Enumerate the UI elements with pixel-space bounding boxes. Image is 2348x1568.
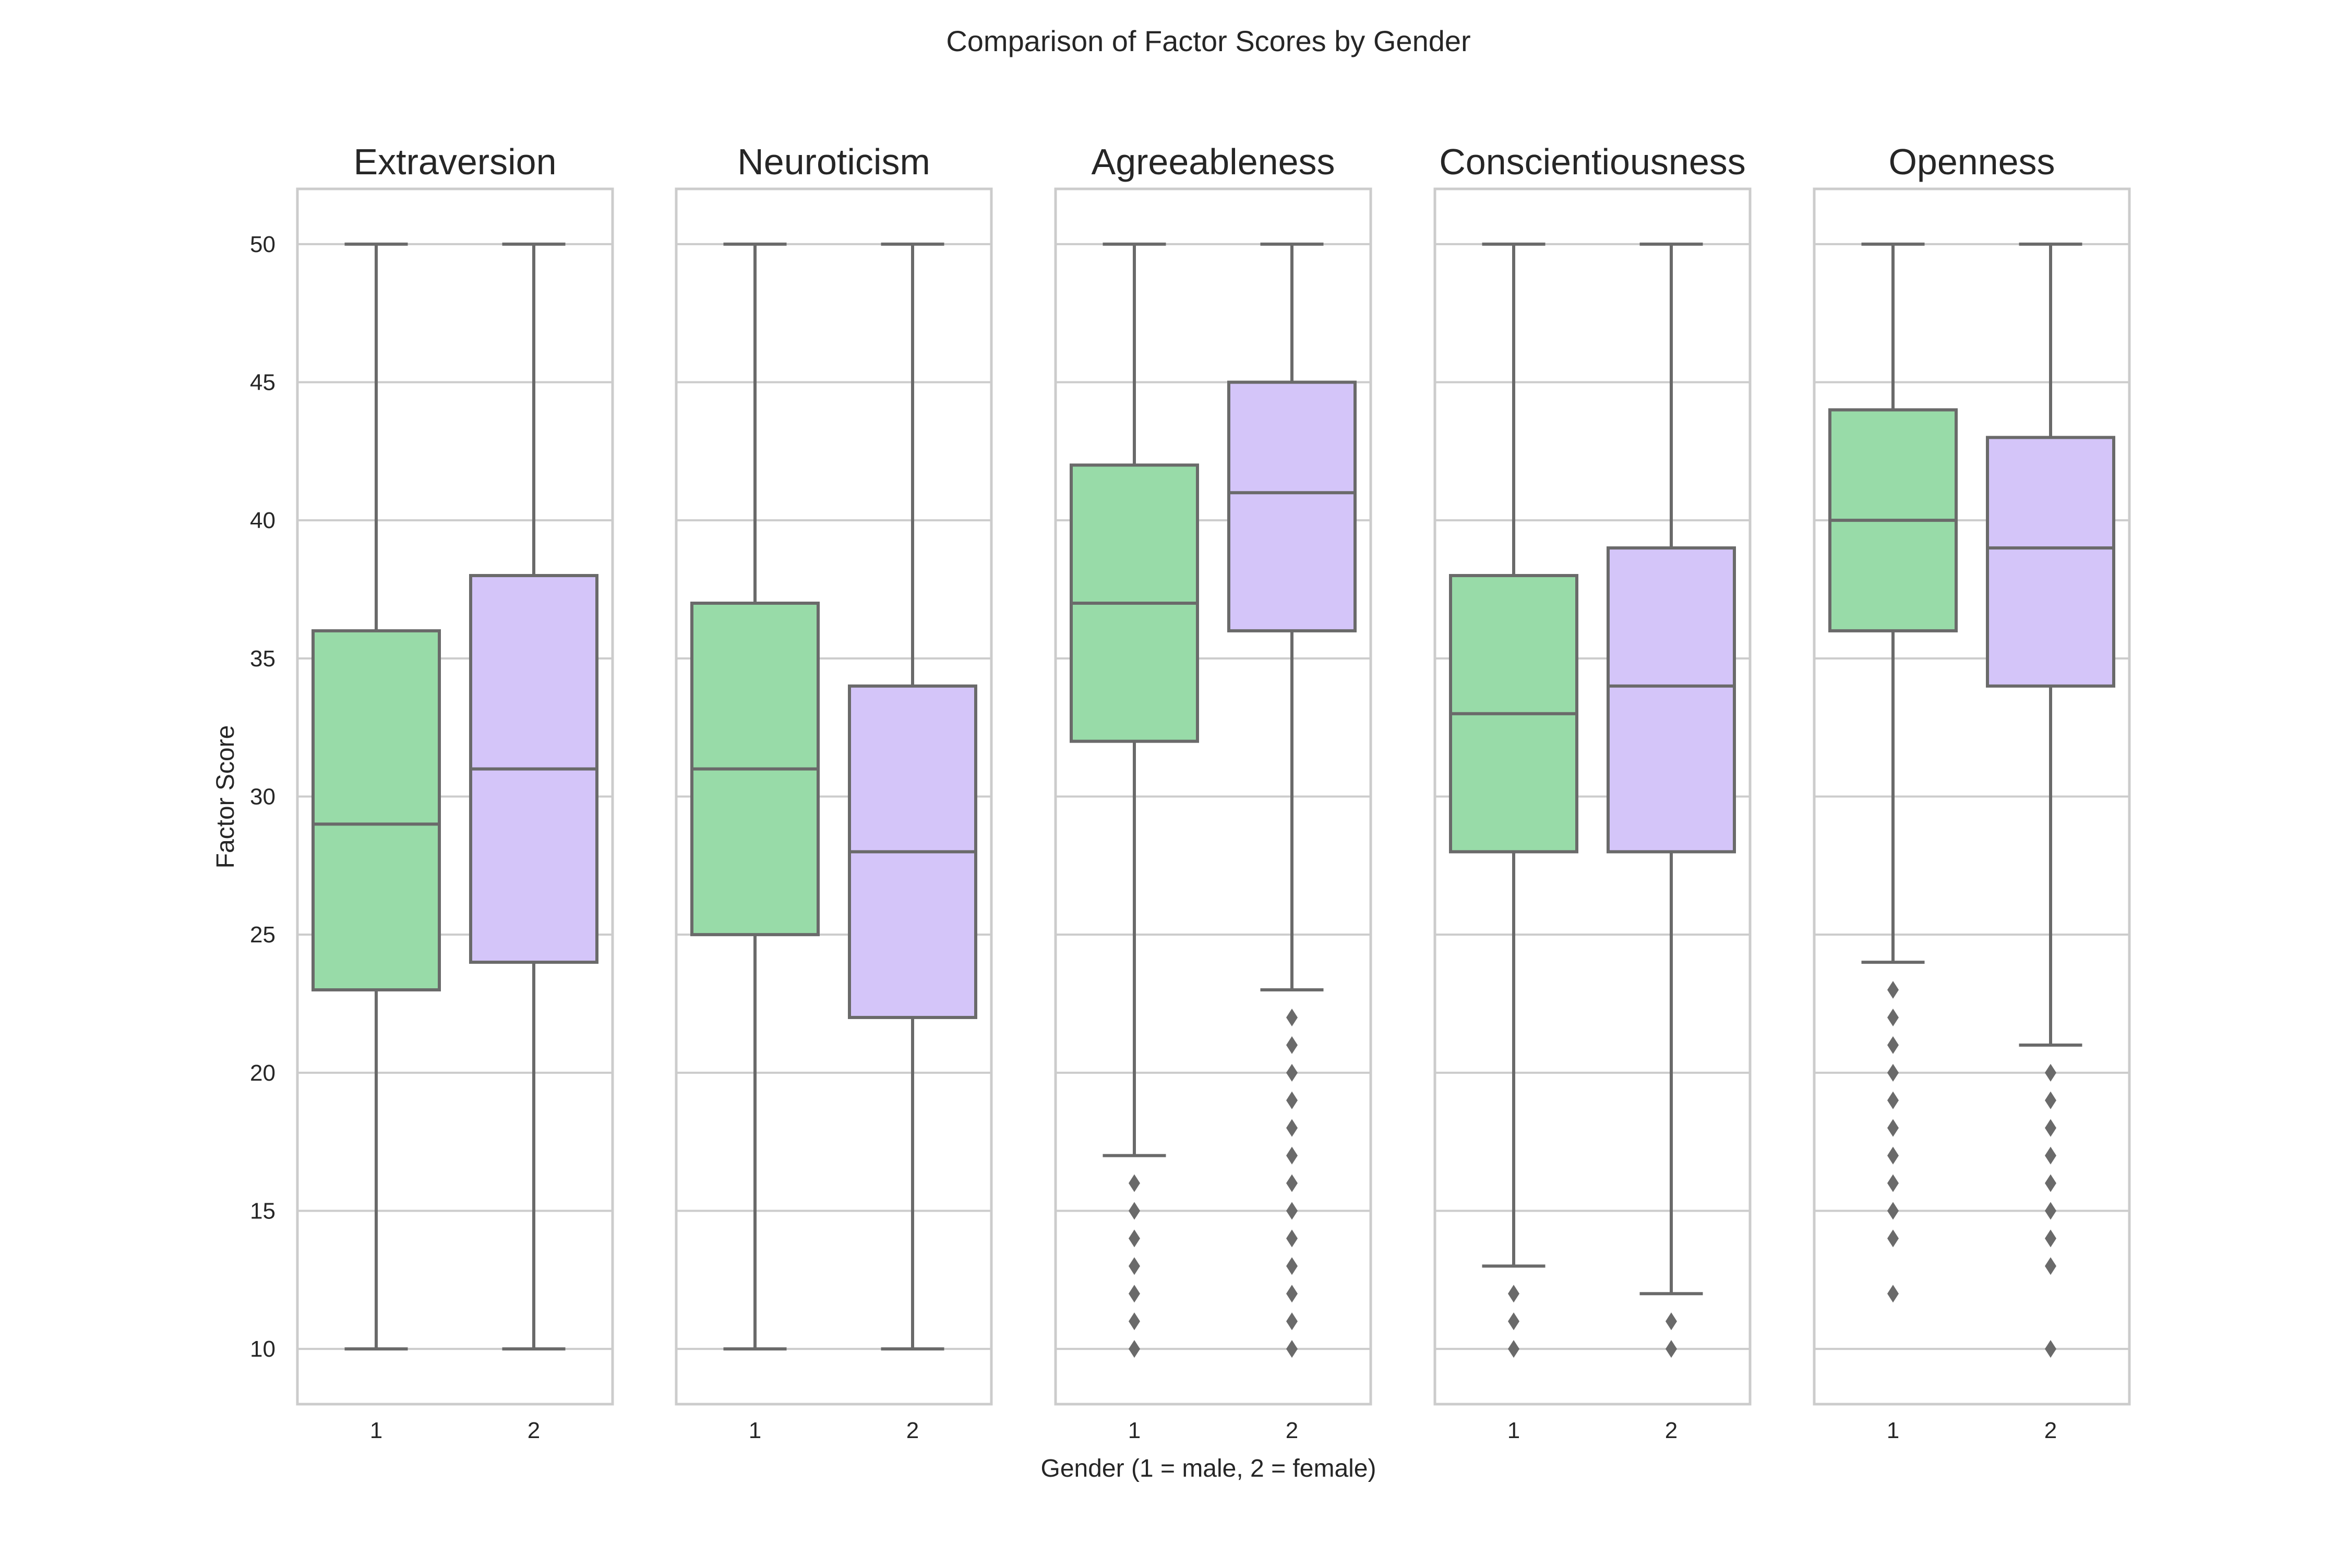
outlier-point [1129, 1285, 1140, 1303]
outlier-point [1666, 1312, 1677, 1331]
box-group-1 [1070, 242, 1199, 1358]
outlier-point [1286, 1257, 1298, 1275]
panel-frame [675, 187, 993, 1406]
outlier-point [1887, 1229, 1899, 1248]
outlier-point [1887, 1119, 1899, 1137]
outlier-point [1887, 1174, 1899, 1192]
outlier-point [1887, 1091, 1899, 1109]
outlier-point [1887, 1285, 1899, 1303]
outlier-point [1286, 1285, 1298, 1303]
box-group-2 [848, 242, 977, 1351]
figure-title: Comparison of Factor Scores by Gender [946, 25, 1470, 57]
panel-frame [1813, 187, 2131, 1406]
panel-title: Agreeableness [1092, 141, 1335, 182]
box-group-1 [690, 242, 820, 1351]
y-tick-label: 30 [250, 784, 275, 810]
box-group-2 [1986, 242, 2115, 1358]
outlier-point [1887, 1146, 1899, 1165]
panel-frame [296, 187, 614, 1406]
box-iqr [1607, 546, 1736, 854]
box-group-1 [1828, 242, 1958, 1303]
x-tick-label: 2 [1665, 1418, 1678, 1443]
outlier-point [1286, 1063, 1298, 1082]
box-iqr [1986, 436, 2115, 688]
x-tick-label: 1 [1507, 1418, 1520, 1443]
panel-extraversion: Extraversion 10 15 20 25 30 35 40 45 50 1 2 [250, 141, 614, 1443]
outlier-point [1286, 1119, 1298, 1137]
outlier-point [1508, 1340, 1519, 1358]
panel-title: Conscientiousness [1439, 141, 1746, 182]
outlier-point [2045, 1202, 2056, 1220]
x-tick-label: 1 [749, 1418, 761, 1443]
y-tick-label: 20 [250, 1060, 275, 1086]
outlier-point [1129, 1202, 1140, 1220]
x-tick-label: 2 [528, 1418, 540, 1443]
y-tick-label: 15 [250, 1198, 275, 1224]
y-tick-label: 25 [250, 922, 275, 948]
box-group-1 [312, 242, 441, 1351]
outlier-point [1286, 1312, 1298, 1331]
y-tick-label: 35 [250, 646, 275, 672]
outlier-point [2045, 1119, 2056, 1137]
outlier-point [1286, 1036, 1298, 1054]
outlier-point [2045, 1340, 2056, 1358]
outlier-point [1286, 1229, 1298, 1248]
outlier-point [1129, 1174, 1140, 1192]
box-group-2 [1227, 242, 1357, 1358]
panel-title: Neuroticism [737, 141, 930, 182]
outlier-point [1286, 1008, 1298, 1026]
box-group-1 [1449, 242, 1578, 1358]
outlier-point [1887, 1202, 1899, 1220]
outlier-point [1666, 1340, 1677, 1358]
panel-conscientiousness: Conscientiousness 1 2 [1433, 141, 1752, 1443]
x-axis-label: Gender (1 = male, 2 = female) [1041, 1455, 1376, 1482]
outlier-point [2045, 1229, 2056, 1248]
panel-neuroticism: Neuroticism 1 2 [675, 141, 993, 1443]
outlier-point [1286, 1174, 1298, 1192]
outlier-point [1129, 1340, 1140, 1358]
x-tick-label: 2 [2044, 1418, 2057, 1443]
outlier-point [1508, 1285, 1519, 1303]
outlier-point [2045, 1091, 2056, 1109]
x-tick-label: 2 [1286, 1418, 1298, 1443]
outlier-point [1508, 1312, 1519, 1331]
y-tick-label: 45 [250, 370, 275, 396]
outlier-point [1286, 1202, 1298, 1220]
y-tick-label: 40 [250, 508, 275, 533]
outlier-point [1286, 1091, 1298, 1109]
x-tick-label: 1 [1128, 1418, 1141, 1443]
box-group-2 [1607, 242, 1736, 1358]
panel-title: Openness [1888, 141, 2055, 182]
y-tick-label: 50 [250, 232, 275, 257]
x-tick-label: 2 [906, 1418, 919, 1443]
outlier-point [1286, 1340, 1298, 1358]
outlier-point [1887, 981, 1899, 999]
outlier-point [2045, 1146, 2056, 1165]
outlier-point [1129, 1257, 1140, 1275]
box-group-2 [469, 242, 598, 1351]
outlier-point [2045, 1257, 2056, 1275]
panel-agreeableness: Agreeableness 1 2 [1054, 141, 1372, 1443]
outlier-point [1887, 1063, 1899, 1082]
outlier-point [1887, 1008, 1899, 1026]
x-tick-label: 1 [1887, 1418, 1899, 1443]
y-axis-label: Factor Score [212, 725, 239, 869]
panel-frame [1054, 187, 1372, 1406]
panel-frame [1433, 187, 1752, 1406]
y-tick-label: 10 [250, 1336, 275, 1362]
outlier-point [2045, 1063, 2056, 1082]
panel-openness: Openness 1 2 [1813, 141, 2131, 1443]
box-iqr [1227, 380, 1357, 632]
outlier-point [1129, 1312, 1140, 1331]
outlier-point [1887, 1036, 1899, 1054]
panel-title: Extraversion [353, 141, 556, 182]
outlier-point [1286, 1146, 1298, 1165]
x-tick-label: 1 [370, 1418, 382, 1443]
outlier-point [2045, 1174, 2056, 1192]
outlier-point [1129, 1229, 1140, 1248]
box-iqr [312, 629, 441, 992]
